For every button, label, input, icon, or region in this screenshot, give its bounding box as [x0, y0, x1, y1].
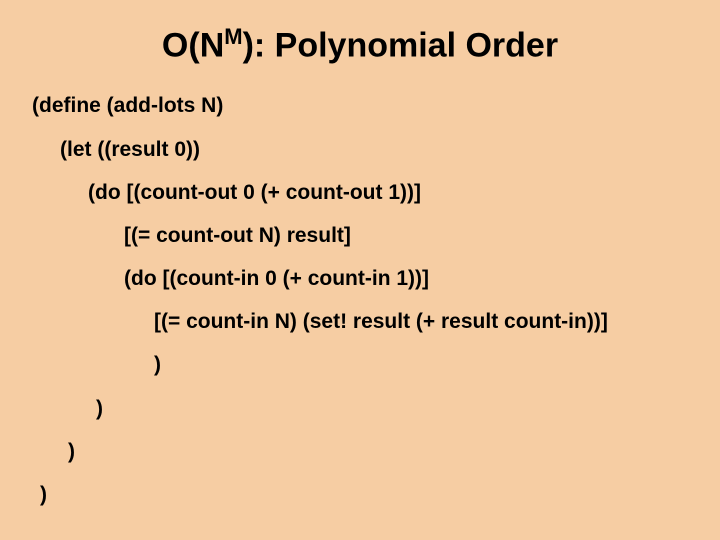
title-prefix: O(N [162, 26, 224, 64]
code-line-1: (define (add-lots N) [32, 93, 688, 118]
slide-title: O(NM): Polynomial Order [32, 24, 688, 65]
code-line-3: (do [(count-out 0 (+ count-out 1))] [32, 180, 688, 205]
code-line-10: ) [32, 482, 688, 507]
code-line-5: (do [(count-in 0 (+ count-in 1))] [32, 266, 688, 291]
slide-container: O(NM): Polynomial Order (define (add-lot… [0, 0, 720, 540]
code-line-4: [(= count-out N) result] [32, 223, 688, 248]
title-suffix: ): Polynomial Order [243, 26, 559, 64]
code-line-9: ) [32, 439, 688, 464]
code-line-7: ) [32, 352, 688, 377]
title-superscript: M [224, 24, 242, 49]
code-line-6: [(= count-in N) (set! result (+ result c… [32, 309, 688, 334]
code-line-2: (let ((result 0)) [32, 137, 688, 162]
code-line-8: ) [32, 396, 688, 421]
